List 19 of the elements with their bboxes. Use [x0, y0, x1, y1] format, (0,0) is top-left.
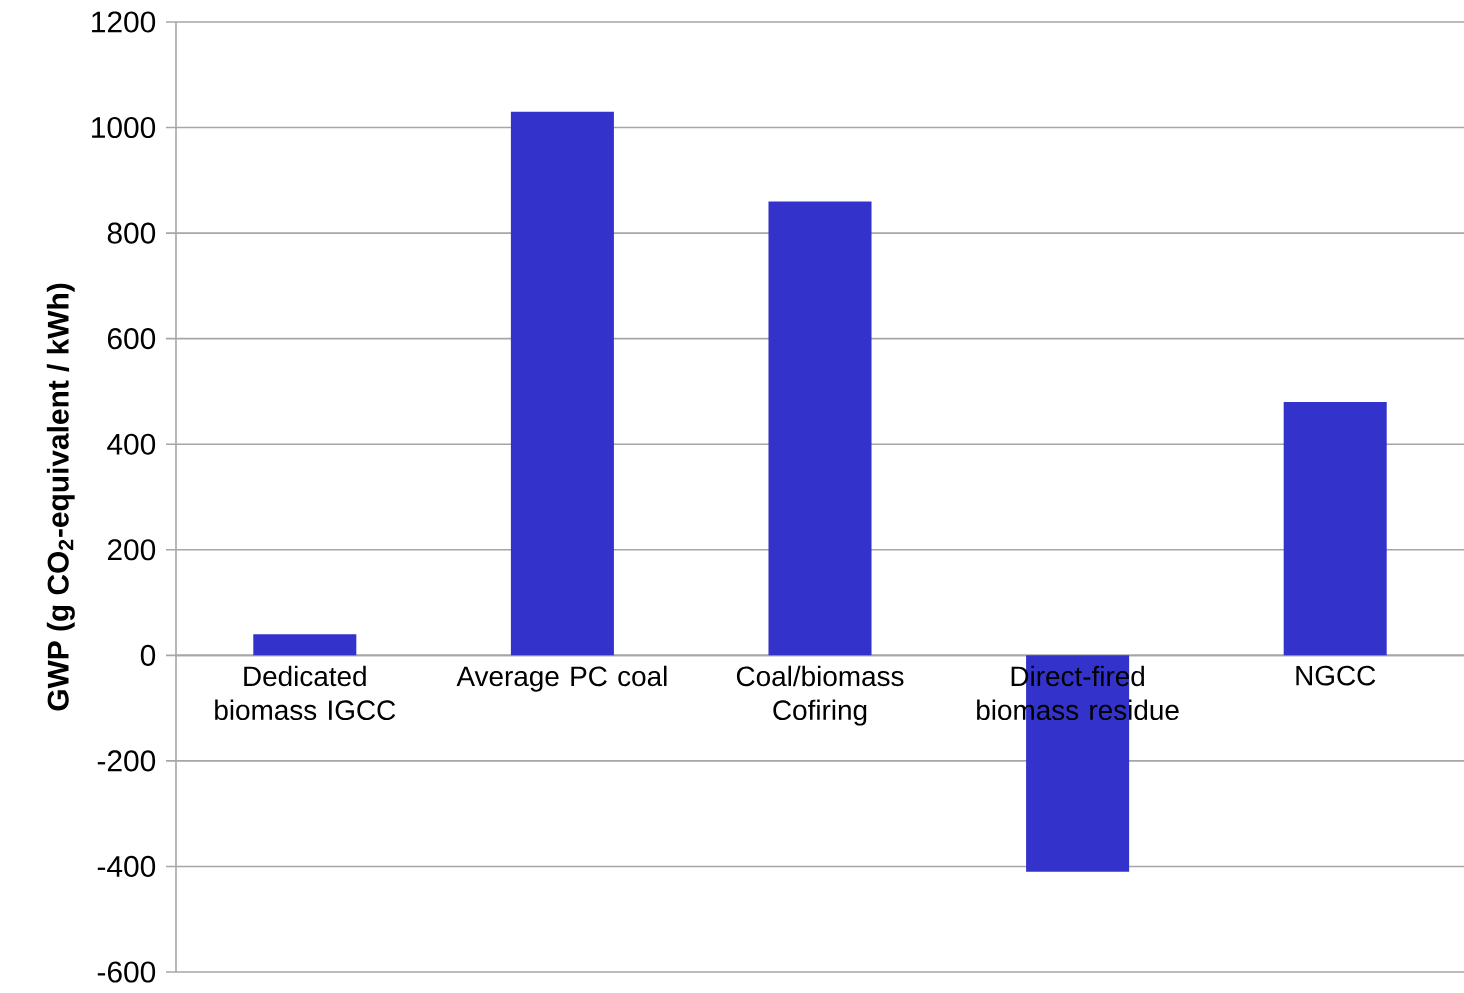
y-tick-label: 400	[107, 433, 156, 455]
y-tick-label: -400	[97, 855, 156, 878]
y-tick-label: 600	[107, 328, 156, 350]
bar	[510, 111, 614, 656]
y-tick-label: -200	[97, 750, 156, 772]
y-axis-title: GWP (g CO$_{2}$-equivalent / kWh)	[46, 283, 75, 711]
y-tick-label: 0	[140, 644, 156, 666]
bar	[253, 634, 357, 656]
x-tick-label: NGCC	[1296, 665, 1376, 686]
x-tick-label: Dedicated biomass IGCC	[215, 665, 396, 721]
x-tick-label: Coal/biomass Cofiring	[736, 665, 904, 726]
bar	[768, 201, 872, 656]
y-tick-label: 1000	[92, 116, 156, 139]
x-tick-label: Average PC coal	[456, 665, 667, 692]
bar	[1283, 401, 1387, 656]
y-tick-label: 1200	[92, 11, 156, 33]
y-tick-label: -600	[97, 961, 156, 983]
y-tick-label: 200	[107, 539, 156, 561]
y-tick-label: 800	[107, 222, 156, 244]
